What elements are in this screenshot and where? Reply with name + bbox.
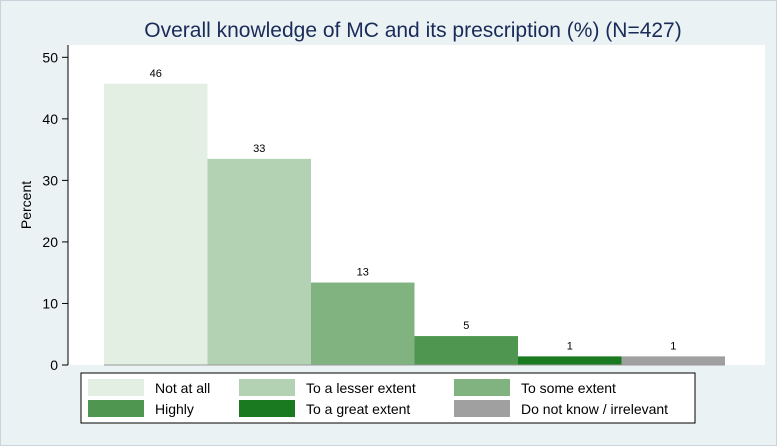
bar-4 — [518, 356, 622, 365]
bar-3 — [414, 336, 518, 365]
data-label: 1 — [670, 340, 676, 352]
legend-label-5: Do not know / irrelevant — [521, 401, 668, 417]
data-label: 5 — [463, 320, 469, 332]
bar-0 — [104, 83, 208, 366]
bar-2 — [311, 282, 415, 365]
legend-swatch-5 — [454, 400, 510, 417]
legend — [80, 372, 696, 424]
legend-label-1: To a lesser extent — [306, 380, 416, 396]
legend-label-4: To a great extent — [306, 401, 410, 417]
y-tick-label: 30 — [42, 172, 58, 188]
legend-swatch-2 — [454, 379, 510, 396]
chart-title: Overall knowledge of MC and its prescrip… — [144, 19, 681, 42]
legend-swatch-4 — [239, 400, 295, 417]
y-axis-label: Percent — [18, 181, 34, 229]
y-tick-label: 50 — [42, 49, 58, 65]
bar-1 — [207, 158, 311, 365]
y-tick-label: 10 — [42, 295, 58, 311]
data-label: 46 — [150, 68, 162, 80]
data-label: 13 — [357, 267, 369, 279]
y-tick-label: 0 — [50, 357, 58, 373]
data-label: 33 — [253, 143, 265, 155]
legend-swatch-3 — [88, 400, 144, 417]
y-tick-label: 40 — [42, 111, 58, 127]
data-label: 1 — [567, 340, 573, 352]
legend-label-2: To some extent — [521, 380, 616, 396]
legend-swatch-1 — [239, 379, 295, 396]
legend-label-0: Not at all — [155, 380, 210, 396]
legend-label-3: Highly — [155, 401, 194, 417]
legend-swatch-0 — [88, 379, 144, 396]
y-tick-label: 20 — [42, 234, 58, 250]
bar-5 — [621, 356, 725, 365]
